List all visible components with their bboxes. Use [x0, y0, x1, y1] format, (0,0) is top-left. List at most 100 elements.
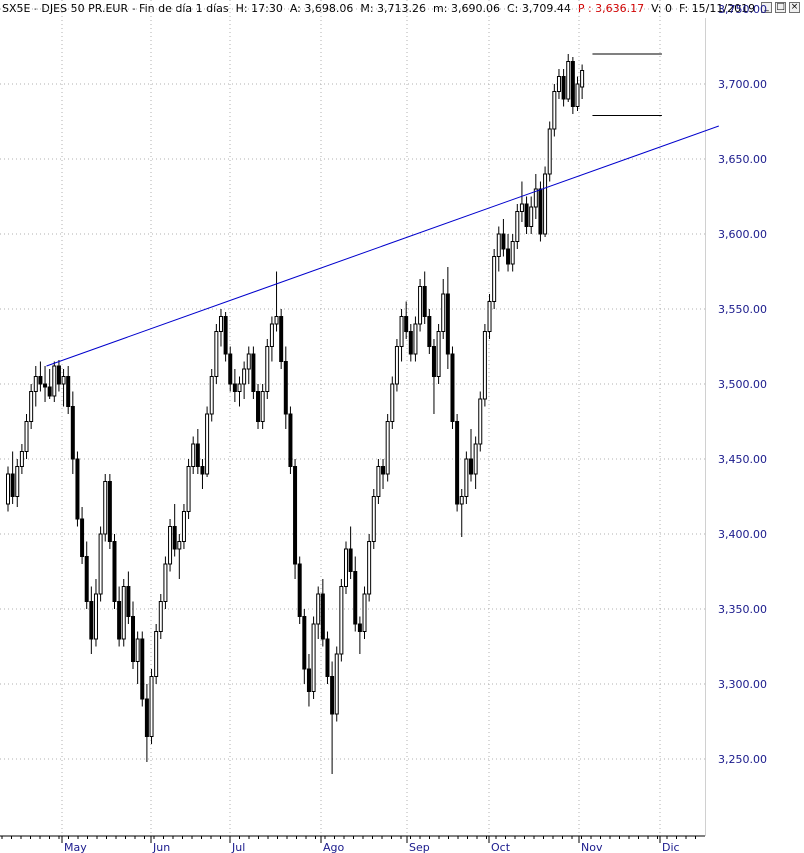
- header-time: H: 17:30: [235, 2, 283, 15]
- candle-body: [580, 70, 585, 88]
- y-tick-label: 3,400.00: [718, 528, 767, 541]
- candle-body: [538, 188, 543, 235]
- candle-body: [269, 323, 274, 347]
- candle-body: [43, 383, 48, 388]
- candle-body: [343, 548, 348, 587]
- candle-body: [519, 203, 524, 212]
- candle-body: [61, 376, 66, 385]
- candle-body: [265, 346, 270, 392]
- candle-body: [181, 511, 186, 542]
- x-tick-label: Dic: [662, 841, 680, 853]
- candle-body: [144, 698, 149, 737]
- x-tick-label: May: [64, 841, 87, 853]
- candle-body: [70, 406, 75, 460]
- minimize-button[interactable]: _: [761, 2, 772, 13]
- candle-body: [288, 413, 293, 467]
- trendline: [46, 125, 719, 367]
- candle-body: [126, 586, 131, 617]
- candle-body: [510, 241, 515, 265]
- candle-body: [515, 211, 520, 242]
- candle-body: [112, 541, 117, 602]
- candle-body: [459, 496, 464, 505]
- maximize-button[interactable]: □: [775, 2, 786, 13]
- candle-body: [399, 316, 404, 347]
- candle-body: [353, 571, 358, 625]
- candle-body: [107, 481, 112, 542]
- candle-body: [302, 616, 307, 670]
- candle-body: [501, 233, 506, 250]
- candle-body: [10, 473, 15, 497]
- header-close: C: 3,709.44: [506, 2, 571, 15]
- candle-body: [52, 365, 57, 397]
- candle-body: [246, 353, 251, 370]
- candle-body: [223, 316, 228, 355]
- candle-body: [117, 601, 122, 640]
- candle-body: [38, 376, 43, 385]
- candle-body: [547, 128, 552, 175]
- candle-body: [348, 548, 353, 572]
- candle-body: [408, 331, 413, 355]
- candle-body: [209, 376, 214, 415]
- candle-body: [455, 421, 460, 505]
- candle-body: [93, 593, 98, 640]
- candle-body: [482, 331, 487, 400]
- y-tick-label: 3,650.00: [718, 153, 767, 166]
- close-button[interactable]: ×: [789, 2, 800, 13]
- candle-body: [450, 353, 455, 422]
- candle-body: [15, 466, 20, 497]
- candle-body: [473, 443, 478, 475]
- candle-body: [478, 398, 483, 445]
- candle-body: [191, 443, 196, 467]
- candle-body: [205, 413, 210, 475]
- x-tick-label: Oct: [491, 841, 511, 853]
- candle-body: [543, 173, 548, 235]
- candle-body: [306, 668, 311, 692]
- candle-body: [325, 638, 330, 677]
- candle-body: [140, 638, 145, 700]
- candle-body: [524, 203, 529, 227]
- candle-body: [19, 451, 24, 467]
- candle-body: [390, 383, 395, 422]
- candle-body: [385, 421, 390, 475]
- candle-body: [334, 653, 339, 715]
- candle-body: [218, 316, 223, 332]
- candle-body: [376, 466, 381, 497]
- candle-body: [135, 638, 140, 662]
- candle-body: [367, 541, 372, 595]
- candle-body: [464, 458, 469, 497]
- candle-body: [427, 316, 432, 347]
- candle-body: [242, 368, 247, 385]
- candle-body: [561, 76, 566, 100]
- candle-body: [575, 83, 580, 107]
- y-tick-label: 3,500.00: [718, 378, 767, 391]
- candle-body: [33, 376, 38, 392]
- y-tick-label: 3,350.00: [718, 603, 767, 616]
- candle-body: [529, 206, 534, 227]
- header-high: M: 3,713.26: [360, 2, 427, 15]
- candle-body: [168, 526, 173, 565]
- candle-body: [552, 91, 557, 130]
- candle-body: [260, 391, 265, 422]
- header-symbol: SX5E - DJES 50 PR.EUR - Fin de día 1 día…: [2, 2, 229, 15]
- candle-body: [6, 473, 10, 505]
- y-tick-label: 3,750.00: [718, 3, 767, 16]
- x-tick-label: Ago: [323, 841, 345, 853]
- candle-body: [251, 353, 256, 392]
- candle-body: [431, 346, 436, 377]
- candle-body: [339, 586, 344, 655]
- candle-body: [56, 365, 61, 385]
- candle-body: [311, 623, 316, 692]
- x-tick-label: Sep: [409, 841, 430, 853]
- candle-body: [75, 458, 80, 520]
- candle-body: [279, 316, 284, 362]
- header-volume: V: 0: [651, 2, 672, 15]
- y-tick-label: 3,450.00: [718, 453, 767, 466]
- candle-body: [103, 481, 108, 535]
- candle-body: [214, 331, 219, 377]
- candle-body: [195, 443, 200, 467]
- candle-body: [158, 601, 163, 632]
- candle-body: [154, 631, 159, 677]
- candle-body: [492, 256, 497, 302]
- candle-body: [533, 188, 538, 208]
- candle-body: [98, 533, 103, 595]
